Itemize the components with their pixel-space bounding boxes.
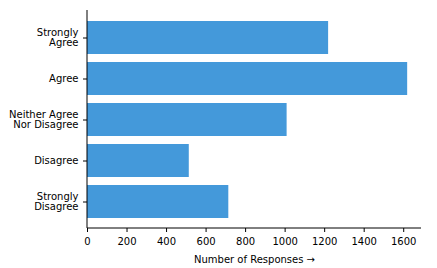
svg-text:1200: 1200 xyxy=(312,236,337,247)
svg-text:400: 400 xyxy=(157,236,176,247)
svg-text:StronglyDisagree: StronglyDisagree xyxy=(34,191,78,212)
svg-text:0: 0 xyxy=(84,236,90,247)
svg-text:1600: 1600 xyxy=(391,236,416,247)
svg-text:Disagree: Disagree xyxy=(34,155,78,166)
svg-text:600: 600 xyxy=(197,236,216,247)
svg-text:200: 200 xyxy=(117,236,136,247)
svg-text:Number of Responses →: Number of Responses → xyxy=(194,254,315,265)
svg-text:Agree: Agree xyxy=(49,73,78,84)
svg-text:1000: 1000 xyxy=(272,236,297,247)
svg-text:Neither AgreeNor Disagree: Neither AgreeNor Disagree xyxy=(9,109,79,130)
svg-text:800: 800 xyxy=(236,236,255,247)
svg-text:StronglyAgree: StronglyAgree xyxy=(37,27,79,48)
svg-text:1400: 1400 xyxy=(351,236,376,247)
